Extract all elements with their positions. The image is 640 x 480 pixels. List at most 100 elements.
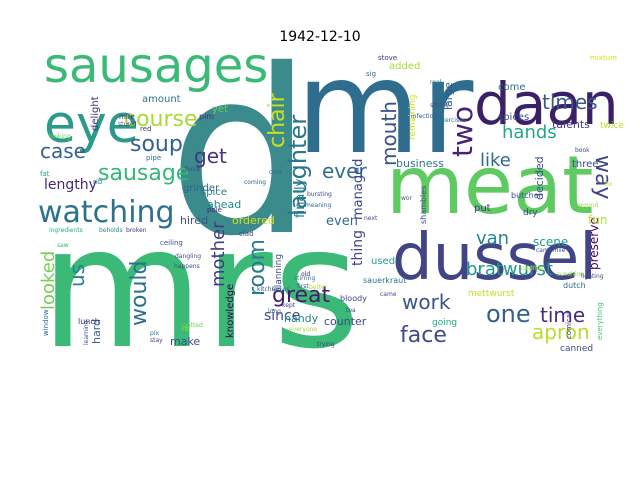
word-clad: clad bbox=[239, 230, 254, 238]
word-room: room bbox=[245, 239, 270, 296]
word-looking: looking bbox=[49, 133, 71, 140]
word-sausage: sausage bbox=[98, 161, 189, 186]
word-next: next bbox=[364, 215, 378, 222]
word-camomile: camomile bbox=[536, 247, 566, 254]
word-d: d bbox=[168, 20, 313, 286]
word-spices: spices bbox=[498, 112, 529, 123]
word-mrs: mrs bbox=[40, 190, 360, 386]
word-exercises: exercises bbox=[438, 117, 466, 124]
word-kept: kept bbox=[282, 302, 296, 309]
word-first: first bbox=[297, 283, 309, 290]
word-dangling: dangling bbox=[175, 253, 201, 260]
word-ground: ground bbox=[577, 202, 598, 209]
word-large: large bbox=[442, 82, 455, 110]
word-saw: saw bbox=[57, 242, 69, 249]
word-pipe: pipe bbox=[146, 154, 161, 162]
word-spice: spice bbox=[201, 187, 227, 198]
word-sauerkraut: sauerkraut bbox=[363, 276, 406, 285]
word-lighting: lighting bbox=[581, 273, 604, 280]
word-yet: yet bbox=[212, 104, 228, 115]
word-twice: twice bbox=[600, 121, 624, 131]
word-casings: casings bbox=[521, 265, 544, 272]
word-pix: pix bbox=[150, 330, 159, 337]
word-put: put bbox=[474, 203, 491, 214]
word-force: force bbox=[185, 166, 200, 173]
word-better: better bbox=[309, 284, 328, 291]
word-fun: fun bbox=[588, 213, 607, 227]
word-stove: stove bbox=[378, 54, 397, 62]
word-pole: pole bbox=[207, 206, 222, 214]
word-amount: amount bbox=[142, 94, 181, 105]
word-canned: canned bbox=[560, 344, 593, 354]
word-meaning: meaning bbox=[305, 202, 331, 209]
word-sitting: sitting bbox=[430, 102, 449, 109]
word-mixture: mixture bbox=[590, 54, 617, 62]
word-trying: trying bbox=[317, 341, 335, 348]
word-rib: rib bbox=[93, 178, 103, 186]
word-mettwurst: mettwurst bbox=[468, 289, 515, 299]
word-ceiling: ceiling bbox=[160, 239, 183, 247]
word-fix: fix bbox=[605, 181, 613, 188]
word-ingredients: ingredients bbox=[49, 227, 83, 234]
word-face: face bbox=[400, 323, 447, 348]
word-two: two bbox=[446, 106, 479, 157]
word-ever: ever bbox=[322, 159, 367, 183]
word-like: like bbox=[480, 150, 511, 171]
word-happens: happens bbox=[174, 263, 200, 270]
word-time: time bbox=[540, 303, 585, 327]
word-looked: looked bbox=[38, 251, 59, 310]
word-thing: thing bbox=[350, 230, 366, 266]
word-ordered: ordered bbox=[232, 214, 275, 227]
word-counter: counter bbox=[324, 315, 367, 328]
word-stay: stay bbox=[150, 337, 163, 344]
word-bratwurst: bratwurst bbox=[466, 259, 553, 280]
word-would: would bbox=[127, 261, 152, 326]
word-bloody: bloody bbox=[340, 294, 367, 303]
word-planning: planning bbox=[274, 254, 284, 293]
word-dutch: dutch bbox=[563, 281, 586, 290]
word-pim: pim bbox=[199, 112, 214, 121]
word-watching: watching bbox=[38, 195, 175, 230]
word-knowledge: knowledge bbox=[225, 284, 236, 338]
word-managed: managed bbox=[351, 159, 366, 220]
word-remaining: remaining bbox=[408, 95, 418, 140]
word-lengthy: lengthy bbox=[44, 177, 97, 193]
word-one: one bbox=[486, 300, 531, 328]
word-since: since bbox=[264, 308, 300, 324]
word-going: going bbox=[432, 318, 457, 328]
word-used: used bbox=[371, 256, 395, 267]
word-sunshine: sunshine bbox=[557, 271, 584, 278]
word-stirring: stirring bbox=[294, 275, 315, 282]
word-hard: hard bbox=[90, 319, 103, 344]
word-make: make bbox=[170, 335, 200, 348]
word-great: great bbox=[272, 283, 331, 308]
word-cool: cool bbox=[269, 169, 282, 176]
word-eye: eye bbox=[44, 95, 139, 155]
word-hired: hired bbox=[180, 214, 208, 227]
word-sausages: sausages bbox=[44, 38, 268, 94]
word-old: old bbox=[301, 271, 310, 278]
word-window: window bbox=[42, 309, 50, 336]
word-three: three bbox=[572, 159, 598, 170]
word-van: van bbox=[476, 228, 509, 249]
word-red: red bbox=[140, 125, 151, 133]
word-business: business bbox=[396, 157, 444, 170]
word-hands: hands bbox=[502, 122, 557, 143]
word-scene: scene bbox=[533, 235, 568, 249]
word-finally: finally bbox=[293, 178, 308, 218]
word-butcher: butcher bbox=[511, 191, 543, 200]
word-tea: tea bbox=[346, 307, 356, 314]
word-case: case bbox=[40, 139, 86, 163]
word-mife: mife bbox=[119, 113, 135, 121]
word-meat: meat bbox=[386, 139, 594, 232]
word-fat: fat bbox=[40, 170, 50, 178]
word-get: get bbox=[194, 144, 227, 168]
word-beholds: beholds bbox=[99, 227, 123, 234]
word-sig: sig bbox=[366, 70, 376, 78]
word-stupid: stupid bbox=[118, 121, 137, 128]
word-mother: mother bbox=[208, 221, 229, 287]
word-book: book bbox=[575, 147, 590, 154]
word-rit: rit bbox=[182, 326, 189, 333]
word-grinder: grinder bbox=[183, 183, 220, 194]
